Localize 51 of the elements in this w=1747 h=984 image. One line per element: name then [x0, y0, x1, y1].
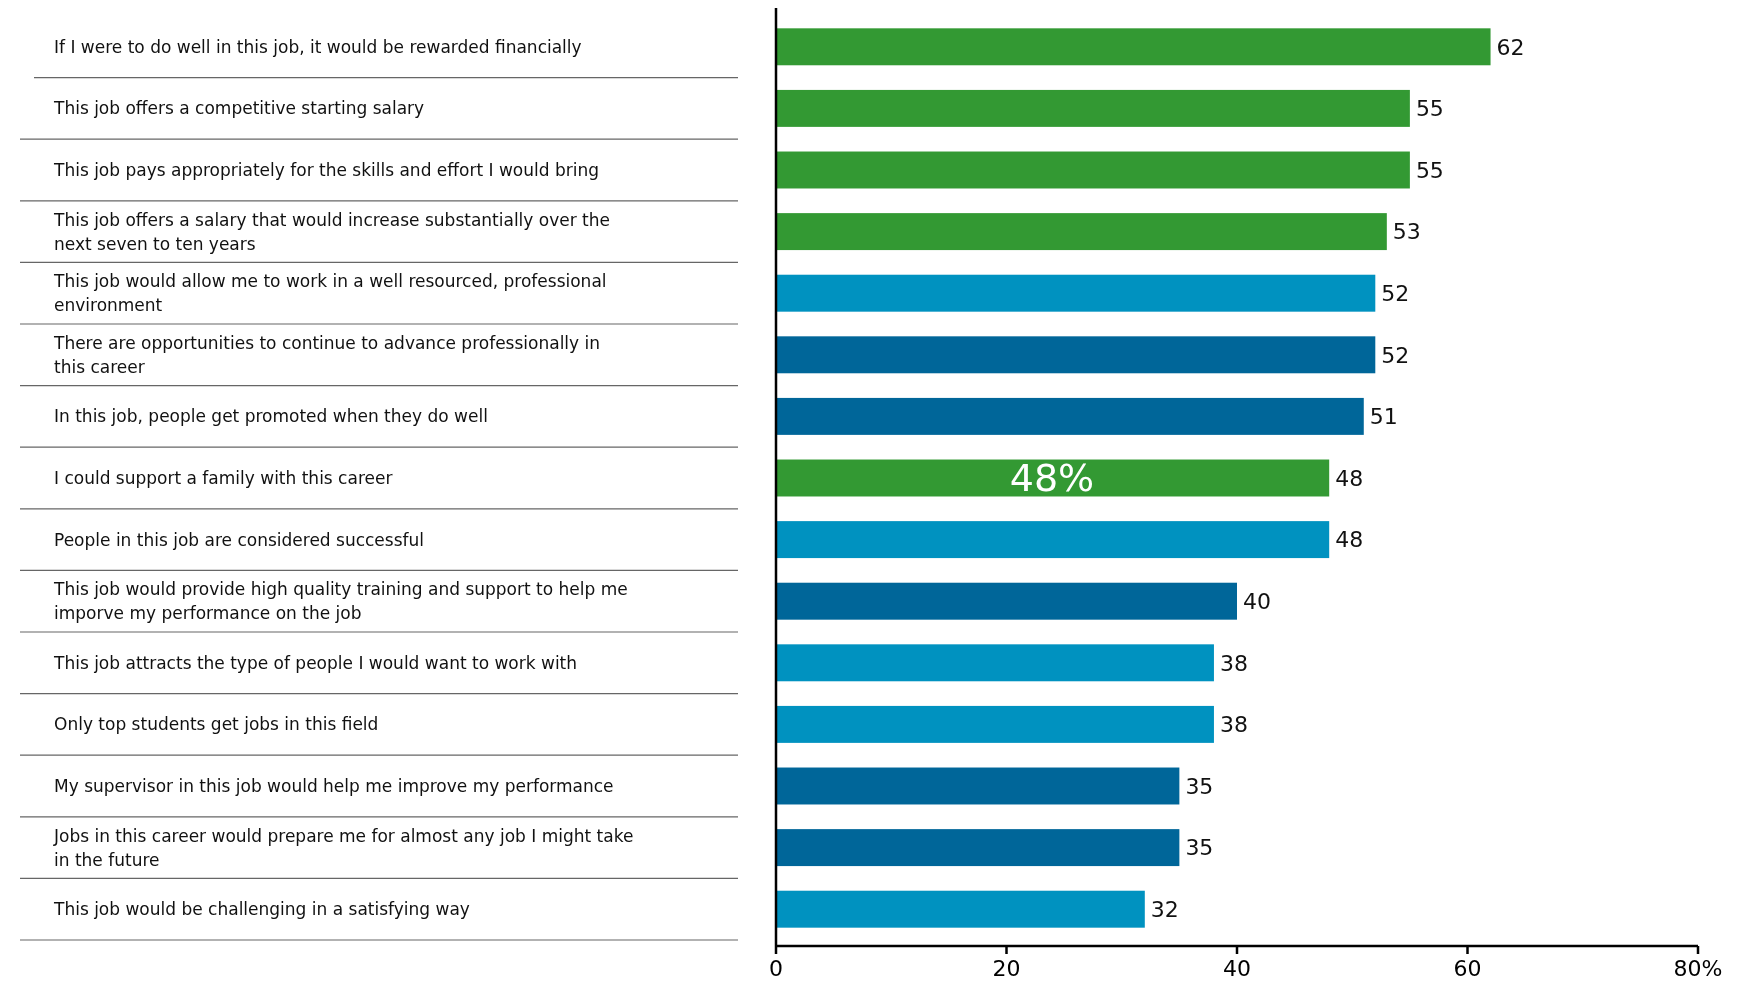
y-tick-label: This job would allow me to work in a well resourced, professional environment [53, 271, 607, 316]
data-label: 55 [1415, 157, 1444, 183]
data-label: 38 [1219, 650, 1248, 676]
bar [776, 336, 1376, 374]
data-label: 32 [1150, 896, 1179, 922]
bar [776, 705, 1214, 743]
y-tick-label: Only top students get jobs in this field [54, 714, 379, 735]
data-label: 40 [1243, 588, 1271, 614]
data-label: 35 [1185, 835, 1214, 861]
data-label: 48 [1335, 527, 1364, 553]
y-tick-label: This job attracts the type of people I would want to work with [53, 652, 578, 673]
data-label: 52 [1381, 280, 1410, 306]
y-tick-label: In this job, people get promoted when they do well [54, 406, 488, 427]
x-tick-label: 40 [1223, 956, 1251, 981]
bar [776, 644, 1214, 682]
bar [776, 890, 1145, 928]
data-label: 52 [1381, 342, 1410, 368]
y-tick-label: This job would provide high quality training and support to help me imporve my performance on the job [53, 579, 628, 624]
y-tick-label: This job pays appropriately for the skills and effort I would bring [53, 159, 599, 180]
bar [776, 767, 1180, 805]
y-tick-label: People in this job are considered successful [54, 529, 425, 550]
x-tick-label: 20 [992, 956, 1021, 981]
y-tick-label: This job offers a salary that would increase substantially over the next seven to ten years [53, 209, 611, 254]
bar [776, 397, 1364, 435]
bar [776, 582, 1237, 620]
data-label: 35 [1185, 773, 1214, 799]
bar [776, 28, 1491, 66]
bar [776, 829, 1180, 867]
bar [776, 213, 1387, 251]
data-label: 51 [1369, 404, 1398, 430]
bar [776, 89, 1410, 127]
data-label: 38 [1219, 712, 1248, 738]
x-tick-label: 0 [769, 956, 783, 981]
y-tick-label: My supervisor in this job would help me improve my performance [54, 775, 614, 796]
x-tick-label: 60 [1453, 956, 1482, 981]
annotation: 48% [1009, 456, 1095, 501]
y-tick-label: I could support a family with this career [54, 467, 393, 488]
data-label: 55 [1415, 96, 1444, 122]
bar [776, 151, 1410, 189]
bar [776, 521, 1330, 559]
y-tick-label: Jobs in this career would prepare me for almost any job I might take in the future [53, 825, 634, 870]
data-label: 48 [1335, 465, 1364, 491]
bar [776, 459, 1330, 497]
y-tick-label: If I were to do well in this job, it would be rewarded financially [54, 36, 582, 57]
data-label: 62 [1496, 34, 1525, 60]
bar [776, 274, 1376, 312]
x-tick-label: 80% [1673, 956, 1723, 981]
y-tick-label: This job offers a competitive starting salary [53, 98, 425, 119]
data-label: 53 [1392, 219, 1421, 245]
y-tick-label: There are opportunities to continue to advance professionally in this career [53, 332, 601, 377]
y-tick-label: This job would be challenging in a satisfying way [53, 899, 470, 920]
